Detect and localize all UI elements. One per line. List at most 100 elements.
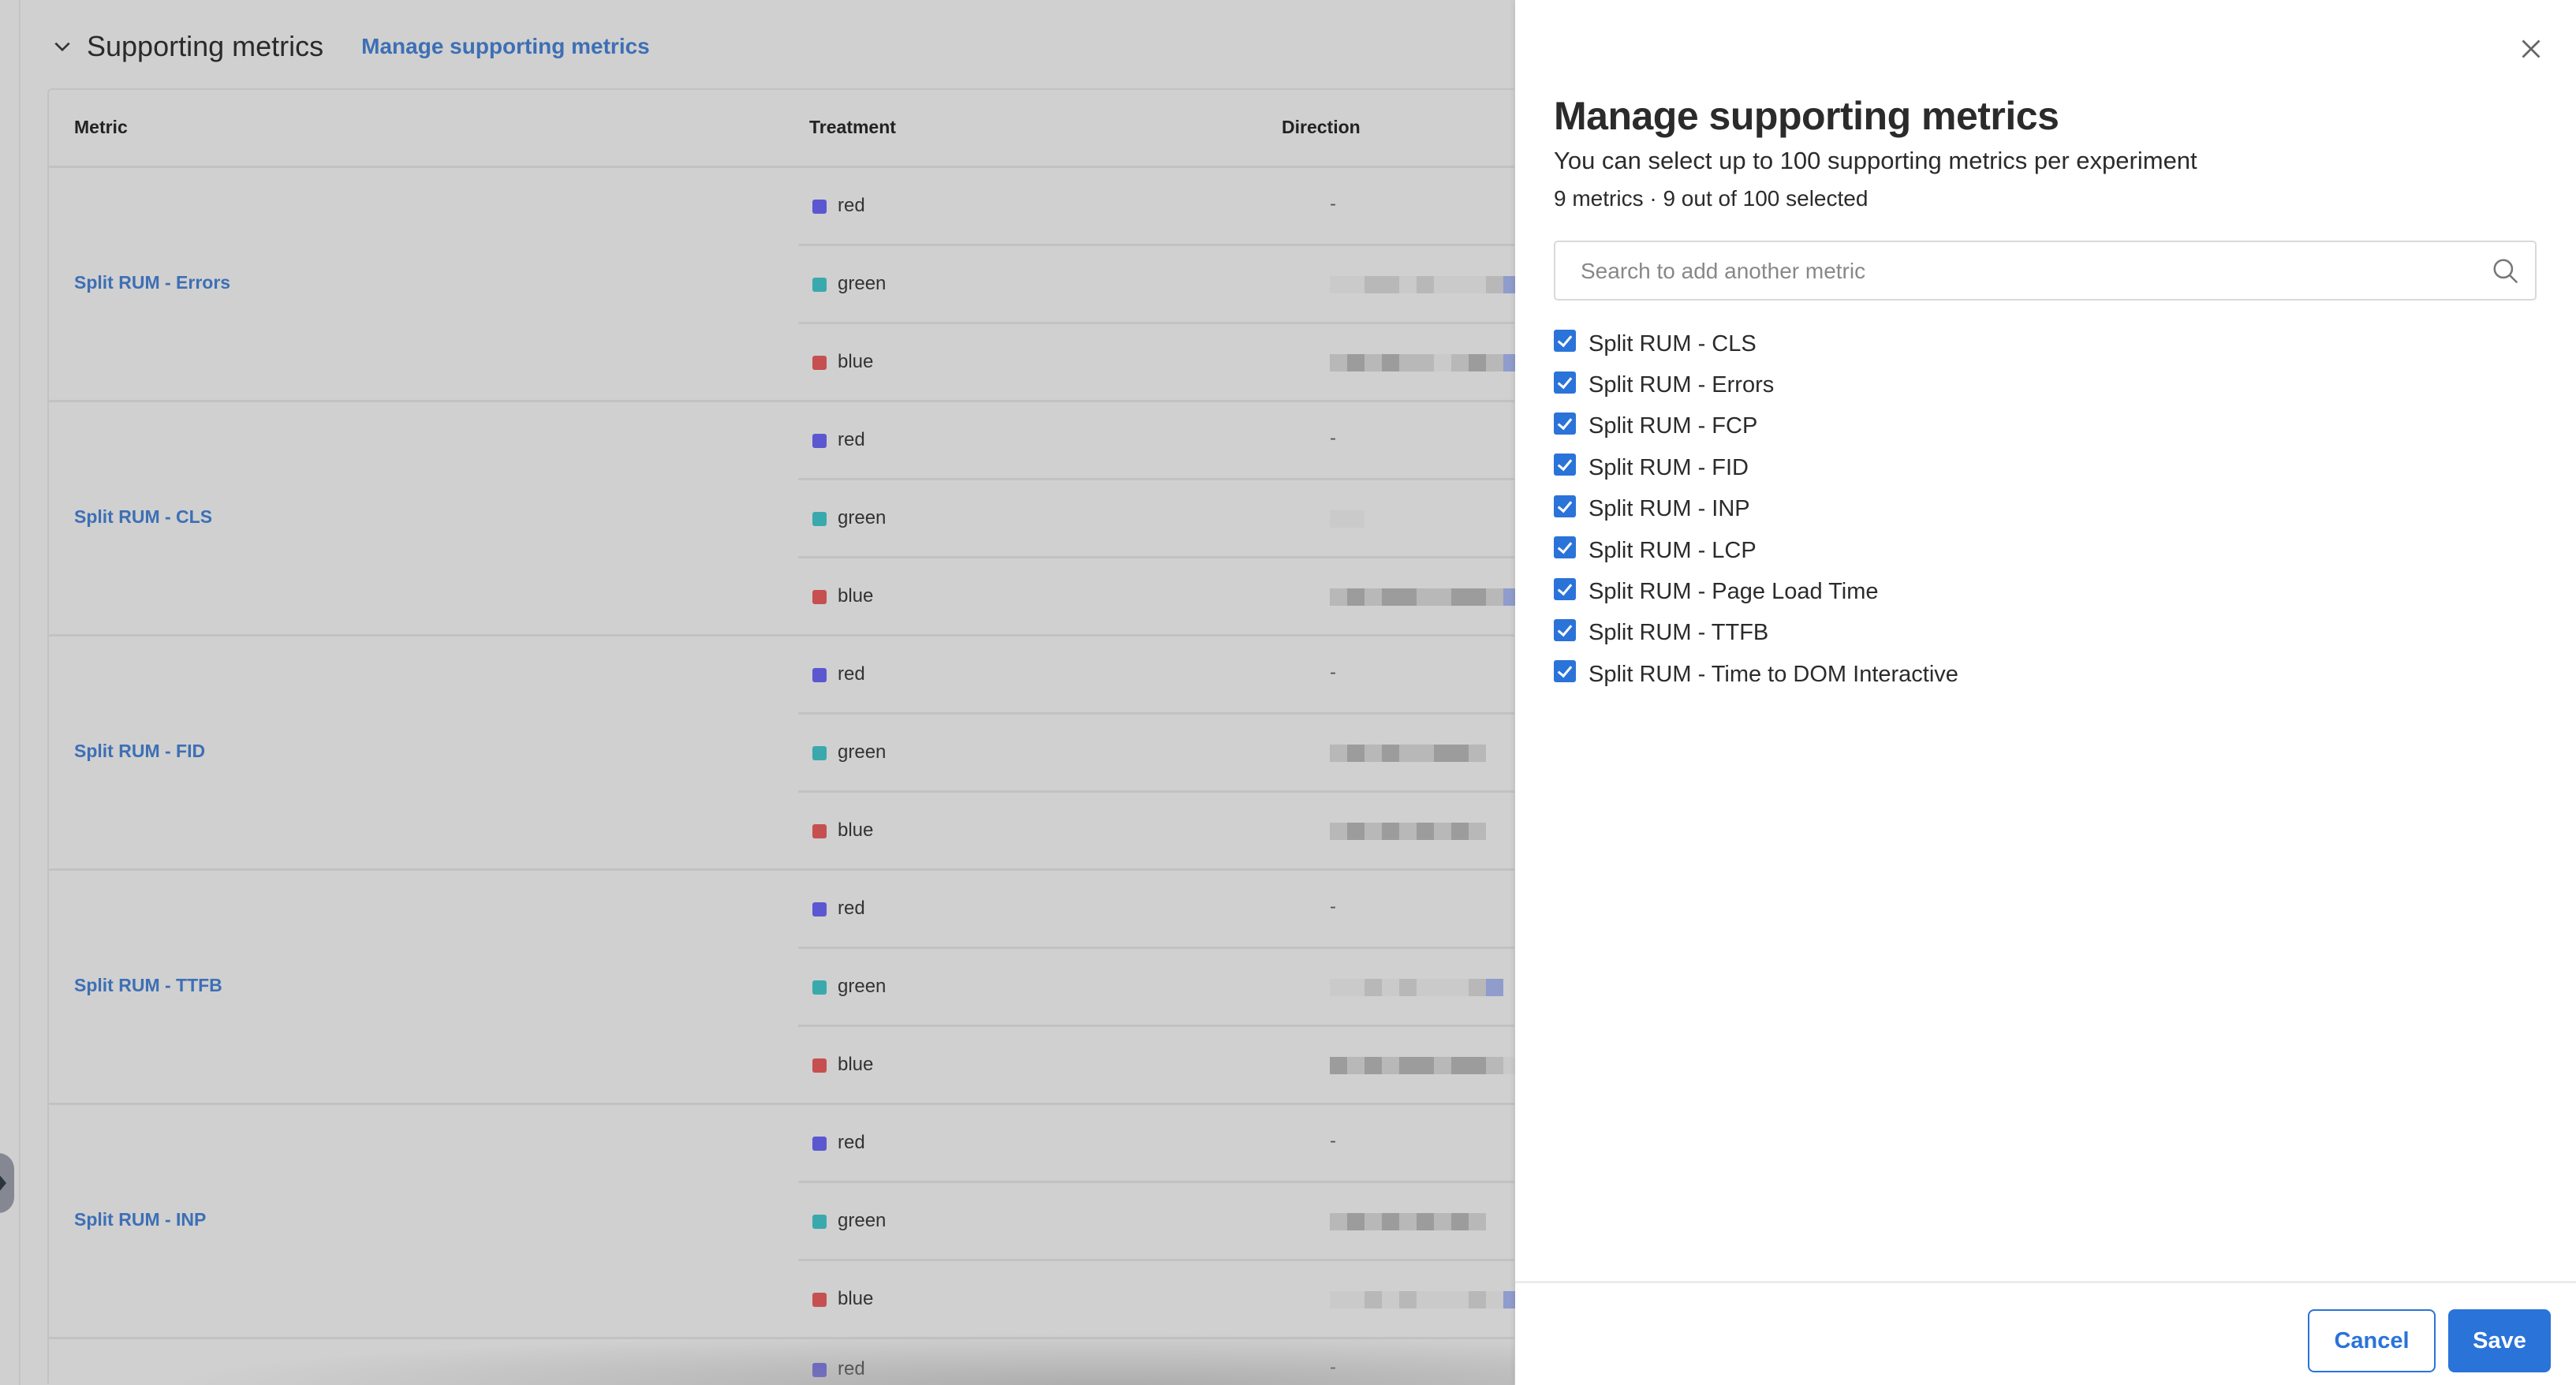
metric-checkbox-item[interactable]: Split RUM - FCP — [1554, 406, 1958, 447]
metric-checkbox-item[interactable]: Split RUM - LCP — [1554, 530, 1958, 571]
treatment-name: green — [838, 273, 887, 294]
metric-group: Split RUM - Errors red - green blue — [49, 168, 1515, 402]
selected-metrics-list: Split RUM - CLS Split RUM - Errors Split… — [1554, 323, 1958, 696]
manage-metrics-panel: Manage supporting metrics You can select… — [1515, 0, 2576, 1385]
redacted-block — [1469, 745, 1486, 762]
metric-search — [1554, 241, 2537, 301]
metric-checkbox-item[interactable]: Split RUM - CLS — [1554, 323, 1958, 364]
metric-checkbox-item[interactable]: Split RUM - Page Load Time — [1554, 571, 1958, 612]
checkbox-checked-icon[interactable] — [1554, 577, 1576, 600]
redacted-block — [1503, 276, 1515, 293]
checkbox-checked-icon[interactable] — [1554, 536, 1576, 559]
treatment-name: blue — [838, 1288, 874, 1309]
chevron-down-icon[interactable] — [52, 36, 73, 57]
column-header-metric: Metric — [74, 117, 128, 137]
redacted-block — [1451, 276, 1469, 293]
redacted-block — [1486, 588, 1503, 606]
redacted-block — [1382, 979, 1399, 996]
redacted-block — [1365, 354, 1382, 371]
sidebar-expand-handle[interactable] — [0, 1153, 14, 1213]
redacted-block — [1399, 354, 1417, 371]
metric-checkbox-label: Split RUM - CLS — [1589, 330, 1757, 357]
search-icon[interactable] — [2491, 256, 2521, 286]
treatment-color-swatch — [812, 1293, 827, 1307]
metric-checkbox-label: Split RUM - FCP — [1589, 413, 1758, 439]
redacted-block — [1382, 745, 1399, 762]
treatment-color-swatch — [812, 668, 827, 682]
treatment-name: red — [838, 663, 865, 685]
checkbox-checked-icon[interactable] — [1554, 618, 1576, 641]
redacted-block — [1330, 276, 1347, 293]
redacted-block — [1469, 276, 1486, 293]
table-body: Split RUM - Errors red - green blue Split … — [49, 168, 1515, 1383]
redacted-block — [1469, 354, 1486, 371]
metric-group: Split RUM - TTFB red - green blue — [49, 871, 1515, 1105]
metric-group: Split RUM - INP red - green blue — [49, 1105, 1515, 1339]
metric-checkbox-item[interactable]: Split RUM - Errors — [1554, 364, 1958, 405]
treatment-name: green — [838, 976, 887, 997]
redacted-block — [1417, 588, 1434, 606]
metric-checkbox-label: Split RUM - Time to DOM Interactive — [1589, 661, 1958, 687]
redacted-block — [1347, 588, 1365, 606]
checkbox-checked-icon[interactable] — [1554, 330, 1576, 353]
metric-link[interactable]: Split RUM - TTFB — [74, 975, 222, 995]
manage-supporting-metrics-link[interactable]: Manage supporting metrics — [361, 34, 650, 58]
supporting-metrics-table: Metric Treatment Direction Split RUM - E… — [47, 88, 1515, 1383]
checkbox-checked-icon[interactable] — [1554, 495, 1576, 517]
redacted-block — [1365, 276, 1382, 293]
treatment-row: blue — [798, 558, 1515, 634]
redacted-block — [1399, 1057, 1417, 1074]
checkbox-checked-icon[interactable] — [1554, 660, 1576, 683]
metric-checkbox-label: Split RUM - INP — [1589, 496, 1750, 522]
cancel-button[interactable]: Cancel — [2308, 1309, 2436, 1372]
redacted-block — [1486, 1291, 1503, 1308]
redacted-block — [1347, 745, 1365, 762]
metric-checkbox-item[interactable]: Split RUM - Time to DOM Interactive — [1554, 654, 1958, 695]
metric-checkbox-item[interactable]: Split RUM - FID — [1554, 447, 1958, 488]
treatment-row: green — [798, 246, 1515, 324]
metric-link[interactable]: Split RUM - INP — [74, 1209, 207, 1230]
checkbox-checked-icon[interactable] — [1554, 454, 1576, 476]
treatment-row: red - — [798, 1105, 1514, 1183]
metric-link[interactable]: Split RUM - CLS — [74, 506, 213, 527]
metric-checkbox-label: Split RUM - LCP — [1589, 537, 1757, 563]
metric-checkbox-item[interactable]: Split RUM - TTFB — [1554, 613, 1958, 654]
redacted-block — [1347, 276, 1365, 293]
treatment-row: red - — [798, 637, 1514, 715]
save-button[interactable]: Save — [2448, 1309, 2551, 1372]
redacted-block — [1451, 354, 1469, 371]
metric-search-input[interactable] — [1579, 242, 2489, 301]
checkbox-checked-icon[interactable] — [1554, 371, 1576, 394]
section-title: Supporting metrics — [87, 30, 324, 62]
redacted-block — [1451, 745, 1469, 762]
redacted-block — [1347, 1057, 1365, 1074]
metric-link[interactable]: Split RUM - FID — [74, 741, 206, 761]
treatment-color-swatch — [812, 824, 827, 838]
redacted-block — [1365, 979, 1382, 996]
redacted-block — [1417, 354, 1434, 371]
treatment-row: blue — [798, 793, 1514, 868]
direction-value: - — [1330, 896, 1336, 917]
redacted-block — [1417, 979, 1434, 996]
redacted-block — [1451, 1291, 1469, 1308]
column-header-direction: Direction — [1282, 117, 1361, 137]
redacted-block — [1330, 510, 1347, 528]
checkbox-checked-icon[interactable] — [1554, 412, 1576, 435]
treatment-color-swatch — [812, 746, 827, 760]
treatment-color-swatch — [812, 356, 827, 370]
redacted-block — [1434, 276, 1451, 293]
table-header: Metric Treatment Direction — [49, 90, 1514, 168]
metric-link[interactable]: Split RUM - Errors — [74, 272, 231, 293]
redacted-block — [1469, 823, 1486, 840]
redacted-block — [1399, 745, 1417, 762]
redacted-block — [1399, 823, 1417, 840]
treatment-name: blue — [838, 351, 874, 372]
metric-checkbox-item[interactable]: Split RUM - INP — [1554, 489, 1958, 530]
redacted-block — [1434, 745, 1451, 762]
column-header-treatment: Treatment — [809, 117, 896, 137]
redacted-block — [1330, 979, 1347, 996]
close-icon[interactable] — [2517, 35, 2545, 63]
treatment-row: green — [798, 715, 1514, 793]
direction-value: - — [1330, 662, 1336, 683]
redacted-block — [1365, 1057, 1382, 1074]
